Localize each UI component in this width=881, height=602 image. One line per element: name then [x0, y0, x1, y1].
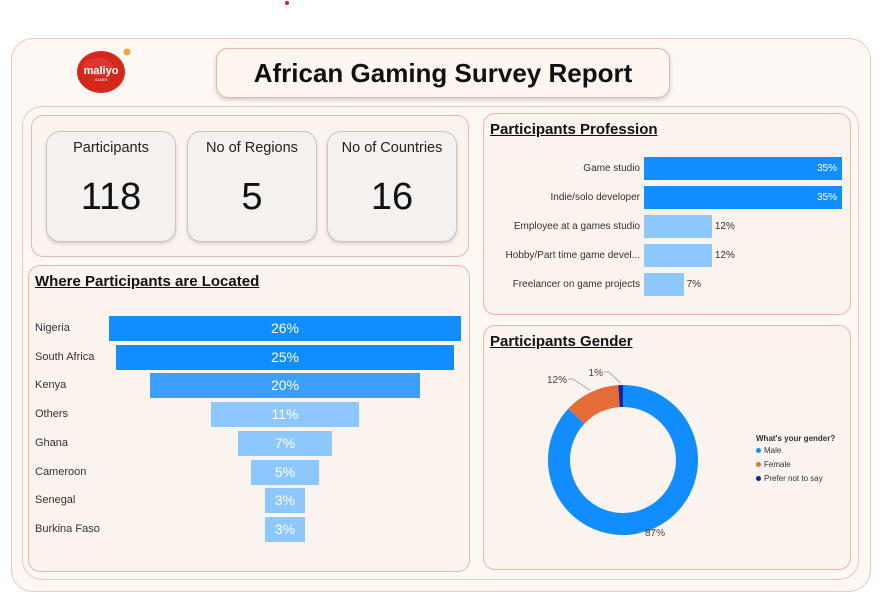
gender-slice-male[interactable] [548, 385, 698, 535]
location-funnel-bar[interactable] [149, 373, 421, 399]
kpi-countries-label: No of Countries [341, 140, 443, 156]
location-bar-value: 3% [274, 492, 296, 509]
gender-legend-title: What's your gender? [756, 434, 836, 443]
report-title: African Gaming Survey Report [253, 57, 633, 88]
profession-bar[interactable] [644, 157, 842, 180]
gender-slice-label: 1% [589, 368, 604, 379]
profession-category-label: Indie/solo developer [550, 192, 640, 203]
location-bar-value: 5% [274, 463, 296, 480]
profession-bar[interactable] [644, 244, 712, 267]
profession-category-label: Hobby/Part time game devel... [505, 250, 640, 261]
location-bar-value: 11% [271, 406, 299, 423]
kpi-countries: No of Countries 16 [327, 131, 457, 242]
location-category-label: South Africa [35, 350, 95, 363]
report-title-box: African Gaming Survey Report [216, 48, 670, 98]
gender-label-leader [638, 530, 654, 533]
profession-category-label: Game studio [583, 163, 640, 174]
location-category-label: Others [35, 408, 69, 421]
location-funnel-bar[interactable] [115, 344, 455, 370]
location-bar-value: 7% [274, 434, 296, 451]
legend-label-male: Male [764, 446, 782, 455]
location-funnel-bar[interactable] [109, 316, 461, 341]
location-category-label: Cameroon [35, 465, 87, 478]
location-category-label: Senegal [35, 494, 76, 507]
legend-swatch-female [756, 462, 761, 468]
gender-slice-label: 12% [547, 375, 567, 386]
location-category-label: Nigeria [35, 322, 70, 334]
location-bar-value: 3% [274, 520, 296, 537]
legend-item-male: Male [756, 446, 781, 455]
legend-label-female: Female [764, 460, 791, 469]
kpi-participants-label: Participants [73, 140, 149, 156]
location-category-label: Burkina Faso [35, 522, 100, 535]
location-funnel-bar[interactable] [237, 430, 333, 456]
gender-label-leader [568, 378, 591, 391]
profession-category-label: Freelancer on game projects [512, 279, 640, 290]
profession-bar-value: 12% [714, 221, 735, 232]
profession-bar-value: 35% [817, 192, 838, 203]
location-bar-value: 25% [270, 348, 299, 365]
kpi-participants: Participants 118 [46, 131, 176, 242]
maliyo-logo: maliyo GAMES [77, 48, 131, 93]
logo-subtext: GAMES [95, 78, 108, 82]
kpi-regions-value: 5 [241, 176, 263, 218]
legend-item-female: Female [756, 460, 791, 469]
location-bar-value: 20% [270, 377, 299, 394]
profession-bar[interactable] [644, 186, 842, 209]
legend-item-prefer-not-to-say: Prefer not to say [756, 474, 823, 483]
gender-label-leader [604, 371, 621, 384]
gender-panel [483, 325, 851, 570]
legend-swatch-prefer-not-to-say [756, 476, 761, 482]
kpi-countries-value: 16 [370, 176, 414, 218]
kpi-participants-value: 118 [80, 176, 142, 218]
gender-slice-female[interactable] [568, 385, 620, 424]
profession-bar-value: 12% [714, 250, 735, 261]
profession-category-label: Employee at a games studio [513, 221, 640, 232]
location-funnel-bar[interactable] [210, 402, 360, 428]
legend-swatch-male [756, 448, 761, 454]
profession-bar[interactable] [644, 215, 712, 238]
gender-slice-label: 87% [645, 528, 665, 539]
location-bar-value: 26% [270, 320, 300, 336]
location-category-label: Ghana [35, 436, 69, 449]
gender-donut-chart: 87% 12% 1% [547, 368, 698, 539]
kpi-regions-label: No of Regions [206, 140, 298, 156]
location-funnel-bar[interactable] [264, 516, 306, 542]
location-funnel-bar[interactable] [251, 459, 319, 485]
profession-bar[interactable] [644, 273, 684, 296]
gender-title: Participants Gender [490, 333, 633, 350]
location-category-label: Kenya [35, 379, 67, 392]
location-funnel-bar[interactable] [264, 488, 306, 514]
logo-text: maliyo [84, 65, 119, 77]
legend-label-prefer-not-to-say: Prefer not to say [764, 474, 823, 483]
gender-slice-prefer-not-to-say[interactable] [618, 385, 623, 408]
kpi-regions: No of Regions 5 [187, 131, 317, 242]
location-title: Where Participants are Located [35, 273, 260, 290]
profession-title: Participants Profession [490, 121, 658, 138]
profession-bar-value: 7% [686, 279, 702, 290]
profession-bar-value: 35% [817, 163, 838, 174]
decorative-dot [285, 1, 289, 5]
